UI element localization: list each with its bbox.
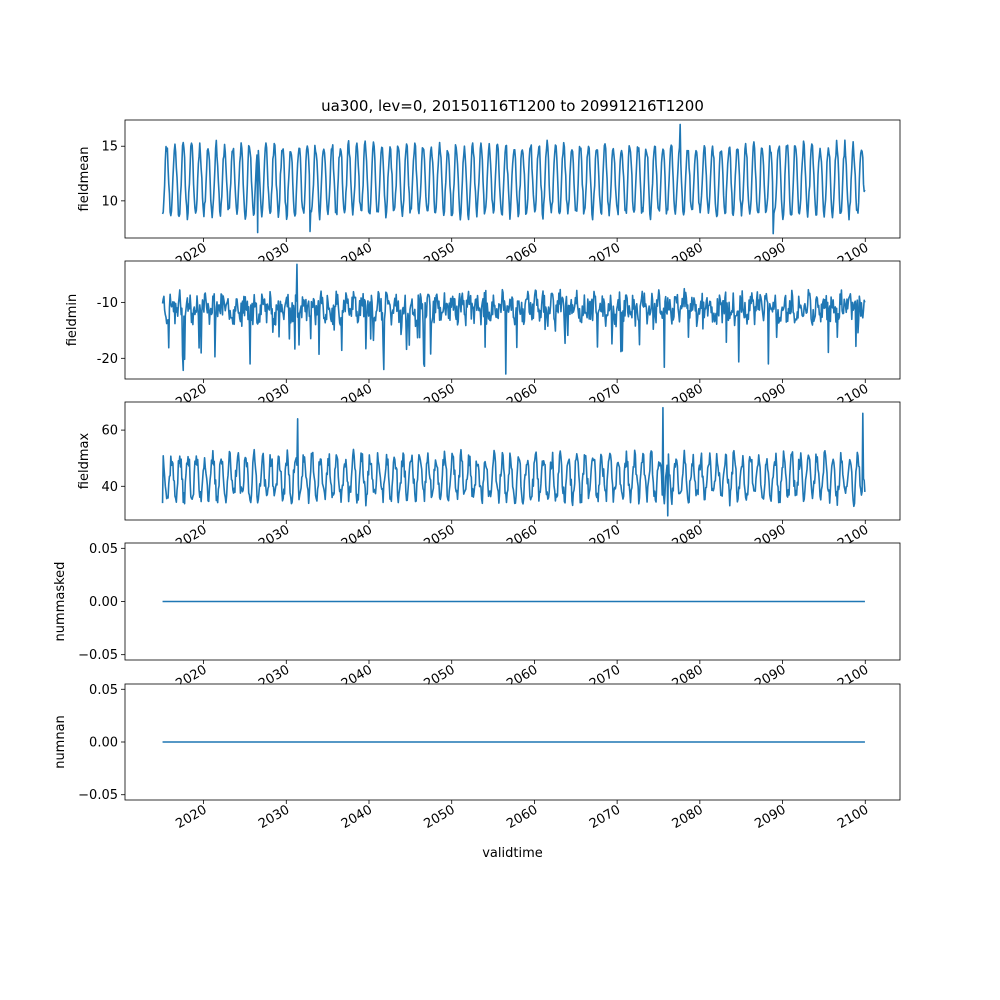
y-tick-label: 15 — [101, 140, 118, 155]
y-tick-label: 10 — [101, 194, 118, 209]
x-axis-label: validtime — [482, 846, 543, 861]
series-line-fieldmean — [161, 123, 866, 235]
y-axis-label: nummasked — [53, 562, 68, 642]
y-tick-label: 0.00 — [89, 736, 118, 751]
series-line-fieldmax — [161, 406, 866, 517]
y-axis-label: fieldmax — [77, 433, 92, 490]
axes-frame — [124, 542, 901, 661]
axes-frame — [124, 401, 901, 521]
y-axis-label: fieldmin — [65, 294, 80, 347]
y-tick-label: 0.05 — [89, 542, 118, 557]
y-tick-label: 40 — [101, 480, 118, 495]
series-line-fieldmin — [161, 263, 866, 375]
y-tick-label: -10 — [97, 296, 118, 311]
tick-label-overlap-mask — [125, 543, 900, 554]
tick-label-overlap-mask — [125, 261, 900, 272]
y-tick-label: 0.00 — [89, 595, 118, 610]
y-tick-label: 60 — [101, 424, 118, 439]
y-tick-label: −0.05 — [78, 648, 118, 663]
subplot-fieldmax: 2020 2030 2040 2050 2060 2070 2080 2090 21004060… — [77, 401, 901, 552]
y-tick-label: -20 — [97, 352, 118, 367]
y-tick-label: 0.05 — [89, 683, 118, 698]
axes-frame — [124, 119, 901, 239]
y-tick-label: −0.05 — [78, 788, 118, 803]
axes-frame — [124, 260, 901, 380]
axes-frame — [124, 683, 901, 801]
y-axis-label: fieldmean — [77, 147, 92, 212]
tick-label-overlap-mask — [125, 684, 900, 695]
tick-label-overlap-mask — [125, 402, 900, 413]
chart-title: ua300, lev=0, 20150116T1200 to 20991216T… — [321, 97, 704, 115]
y-axis-label: numnan — [53, 715, 68, 769]
